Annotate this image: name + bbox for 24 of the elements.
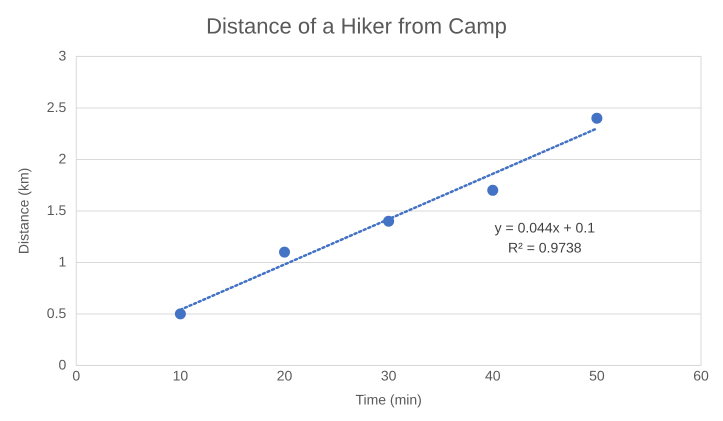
- point: [174, 308, 186, 320]
- y-tick-label: 1: [58, 253, 66, 270]
- x-axis-title: Time (min): [355, 391, 422, 408]
- x-tick-label: 50: [589, 368, 605, 384]
- x-tick-label: 60: [693, 368, 709, 384]
- x-tick-label: 20: [276, 368, 293, 384]
- chart-title: Distance of a Hiker from Camp: [206, 13, 507, 38]
- y-tick-label: 0: [58, 356, 66, 372]
- y-tick-label: 1.5: [46, 202, 66, 218]
- point: [487, 184, 498, 196]
- y-tick-label: 2.5: [46, 98, 66, 115]
- annotation: R² = 0.9738: [508, 240, 582, 256]
- x-tick-label: 30: [380, 368, 397, 384]
- y-tick-label: 0.5: [46, 304, 66, 321]
- y-tick-label: 3: [58, 47, 66, 64]
- point: [591, 112, 602, 124]
- y-tick-label: 2: [58, 150, 66, 166]
- annotation: y = 0.044x + 0.1: [494, 220, 596, 236]
- x-tick-label: 10: [172, 368, 188, 384]
- x-tick-label: 40: [484, 368, 501, 384]
- point: [279, 246, 290, 258]
- point: [383, 216, 394, 227]
- y-axis-title: Distance (km): [15, 168, 32, 254]
- x-tick-label: 0: [72, 368, 80, 384]
